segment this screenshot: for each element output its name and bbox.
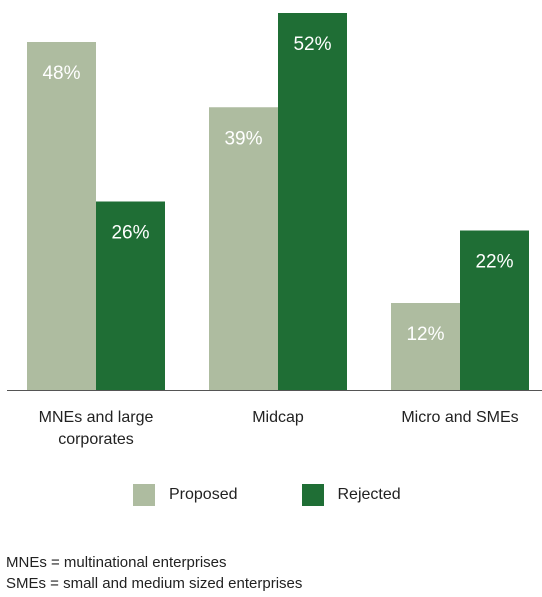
category-label-mnes-and-large-corporates-line2: corporates bbox=[58, 431, 134, 448]
legend-swatch-rejected bbox=[301, 484, 324, 506]
bar-rejected-micro-and-smes bbox=[460, 230, 529, 390]
data-label-rejected-midcap: 52% bbox=[293, 34, 331, 55]
legend-label-rejected: Rejected bbox=[337, 486, 401, 503]
category-label-mnes-and-large-corporates-line1: MNEs and large bbox=[39, 409, 154, 426]
data-label-proposed-mnes-and-large-corporates: 48% bbox=[42, 63, 80, 84]
data-label-proposed-midcap: 39% bbox=[224, 128, 262, 149]
footnote-mnes: MNEs = multinational enterprises bbox=[6, 554, 227, 571]
category-label-midcap: Midcap bbox=[252, 409, 304, 426]
footnotes: MNEs = multinational enterprises SMEs = … bbox=[6, 552, 302, 594]
legend-swatch-proposed bbox=[133, 484, 155, 506]
bar-rejected-mnes-and-large-corporates bbox=[96, 201, 165, 390]
bar-proposed-midcap bbox=[209, 107, 278, 390]
bar-chart: 48% 26% MNEs and large corporates 39% 52% Midc… bbox=[7, 13, 542, 448]
legend-item-rejected: Rejected bbox=[301, 484, 401, 506]
legend-label-proposed: Proposed bbox=[169, 486, 238, 503]
legend-item-proposed: Proposed bbox=[133, 484, 238, 506]
bar-rejected-midcap bbox=[278, 13, 347, 390]
bar-proposed-micro-and-smes bbox=[391, 303, 460, 390]
data-label-rejected-micro-and-smes: 22% bbox=[475, 252, 513, 273]
category-label-micro-and-smes: Micro and SMEs bbox=[401, 409, 518, 426]
data-label-proposed-micro-and-smes: 12% bbox=[406, 324, 444, 345]
chart-legend: Proposed Rejected bbox=[133, 484, 465, 506]
bar-proposed-mnes-and-large-corporates bbox=[27, 42, 96, 390]
data-label-rejected-mnes-and-large-corporates: 26% bbox=[111, 223, 149, 244]
footnote-smes: SMEs = small and medium sized enterprise… bbox=[6, 575, 303, 592]
